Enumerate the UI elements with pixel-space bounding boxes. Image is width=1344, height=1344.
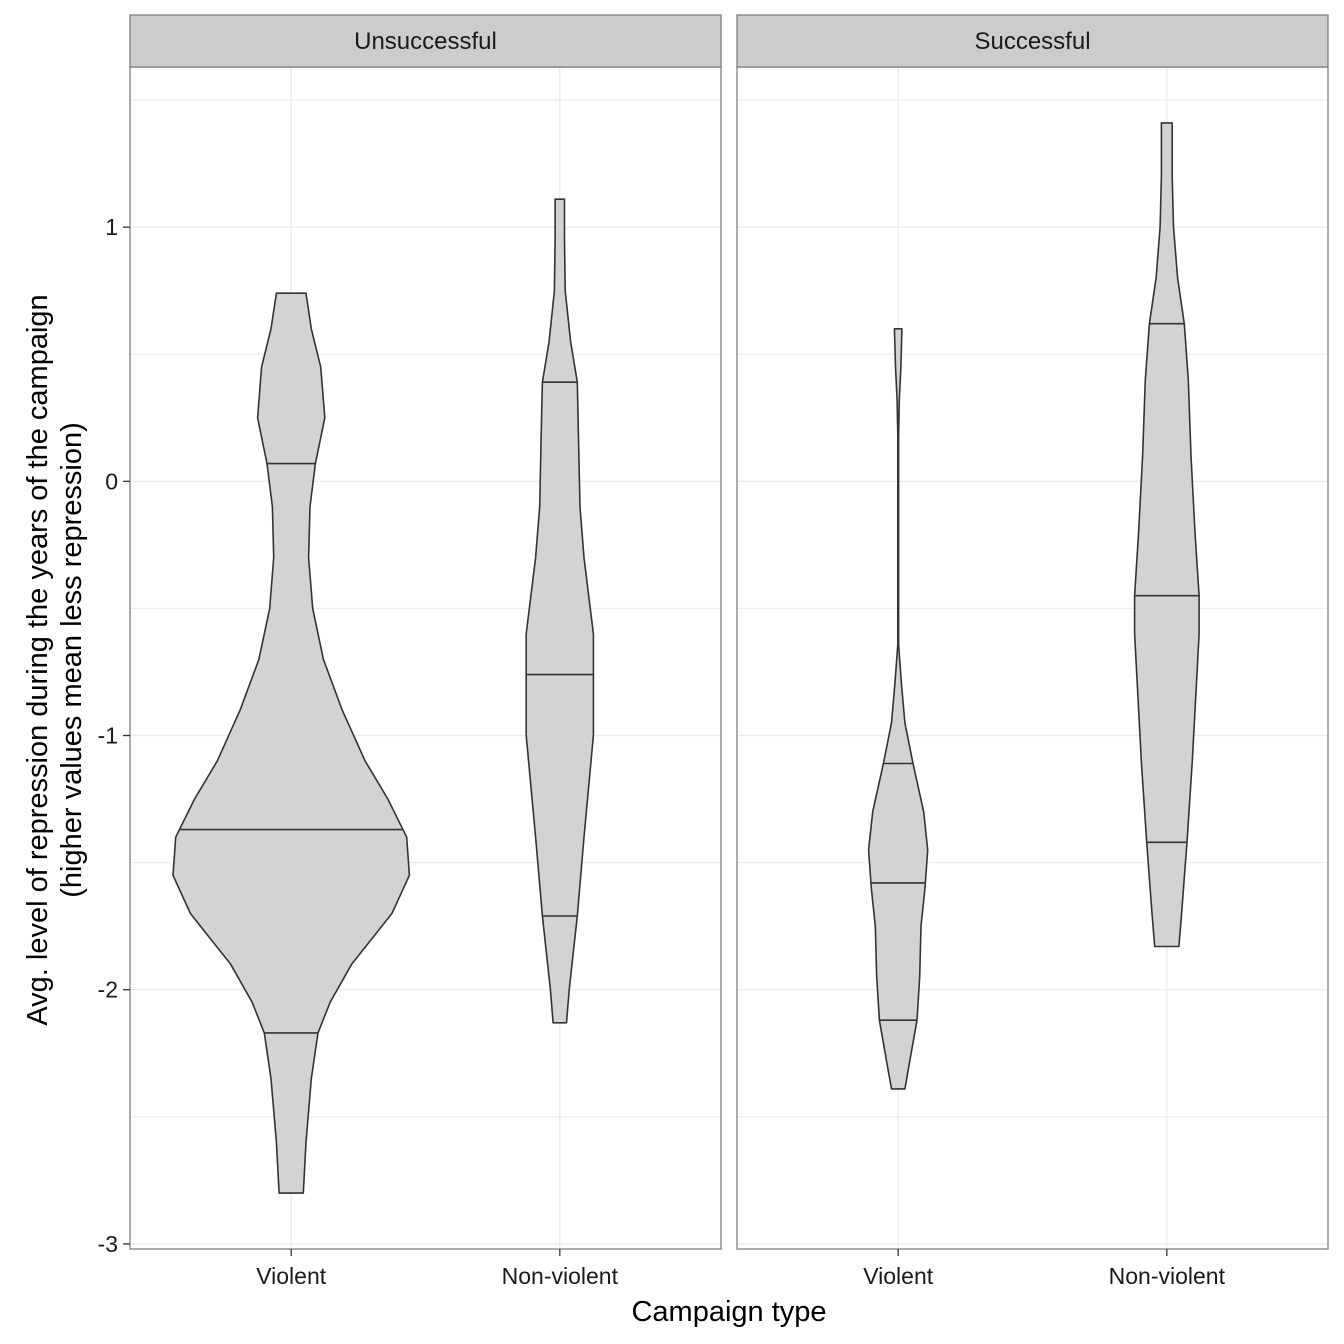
x-tick-label: Violent [863, 1263, 934, 1289]
y-tick-label: -2 [98, 977, 118, 1003]
panel-successful: Successful Violent Non-violent [736, 14, 1329, 1289]
y-axis-title: Avg. level of repression during the year… [22, 294, 88, 1025]
y-tick-label: -1 [98, 723, 118, 749]
y-axis-title-line-1: Avg. level of repression during the year… [22, 294, 54, 1025]
x-tick-label: Violent [256, 1263, 327, 1289]
panel-background [130, 67, 721, 1249]
x-tick-label: Non-violent [502, 1263, 619, 1289]
y-tick-label: -3 [98, 1231, 118, 1257]
strip-label: Unsuccessful [354, 28, 497, 55]
y-axis: -3 -2 -1 0 1 [98, 214, 130, 1257]
y-axis-title-line-2: (higher values mean less repression) [56, 422, 88, 898]
strip-label: Successful [974, 28, 1090, 55]
violin-body [867, 328, 929, 1090]
violin-body [1133, 122, 1200, 948]
strip-background [736, 14, 1329, 68]
panel-background [737, 67, 1328, 1249]
x-axis-title: Campaign type [631, 1296, 826, 1328]
violin-non-violent [1133, 122, 1200, 948]
violin-body [525, 198, 595, 1024]
y-tick-label: 1 [105, 214, 118, 240]
violin-body [172, 292, 411, 1194]
strip-background [129, 14, 722, 68]
violin-violent [172, 292, 411, 1194]
violin-violent [867, 328, 929, 1090]
y-tick-label: 0 [105, 468, 118, 494]
panel-unsuccessful: Unsuccessful Violent Non-violent [129, 14, 722, 1289]
violin-non-violent [525, 198, 595, 1024]
x-tick-label: Non-violent [1109, 1263, 1226, 1289]
